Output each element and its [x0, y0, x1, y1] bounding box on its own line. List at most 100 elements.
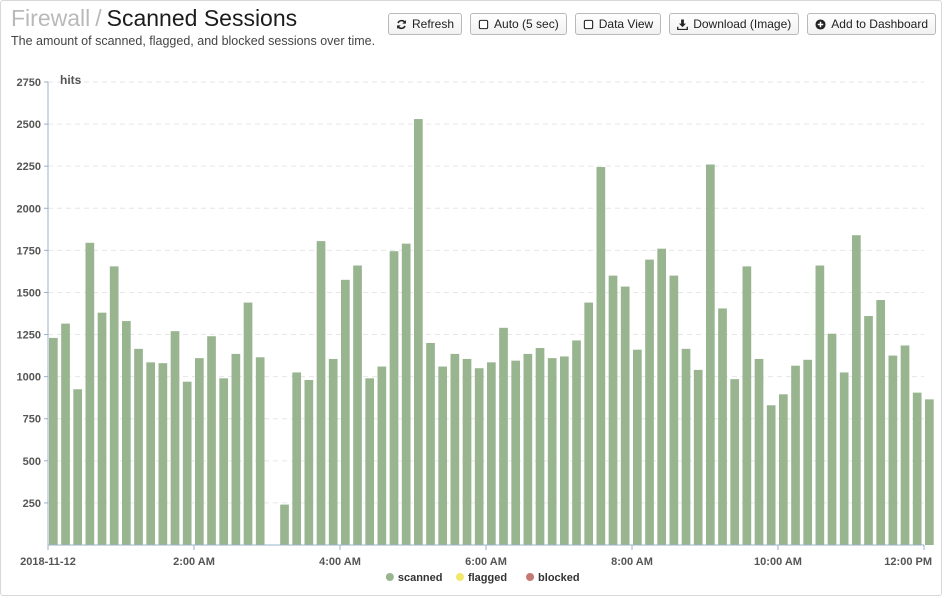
- download-label: Download (Image): [693, 17, 792, 31]
- bar-scanned: [353, 265, 362, 545]
- bar-scanned: [109, 266, 119, 545]
- breadcrumb-current: Scanned Sessions: [106, 5, 298, 31]
- auto-refresh-button[interactable]: Auto (5 sec): [470, 13, 567, 35]
- legend-label-blocked: blocked: [538, 572, 580, 584]
- bar-scanned: [693, 369, 703, 545]
- y-tick-label: 750: [23, 414, 41, 426]
- grid-lines: [48, 81, 924, 504]
- bar-scanned: [426, 342, 435, 545]
- bar-scanned: [73, 389, 83, 545]
- y-tick-label: 2750: [17, 77, 41, 89]
- y-tick-label: 1500: [17, 287, 41, 299]
- legend-label-flagged: flagged: [468, 572, 507, 584]
- toolbar: Refresh Auto (5 sec) Data View Download …: [388, 13, 936, 35]
- bar-scanned: [365, 378, 375, 545]
- bar-scanned: [669, 275, 679, 545]
- y-tick-label: 2250: [17, 161, 41, 173]
- y-tick-label: 1750: [17, 245, 41, 257]
- legend-swatch-blocked: [526, 573, 535, 581]
- bar-scanned: [827, 333, 837, 545]
- bar-scanned: [511, 360, 521, 545]
- bar-scanned: [49, 337, 58, 545]
- legend-swatch-flagged: [455, 573, 464, 581]
- bar-scanned: [487, 362, 496, 545]
- bar-scanned: [535, 348, 545, 545]
- bar-scanned: [779, 394, 788, 545]
- refresh-label: Refresh: [412, 17, 455, 31]
- bar-scanned: [182, 381, 192, 545]
- y-tick-label: 500: [23, 456, 41, 468]
- bars: [49, 119, 934, 546]
- download-icon: [677, 18, 689, 30]
- x-tick-label: 4:00 AM: [319, 556, 361, 568]
- bar-scanned: [414, 119, 423, 545]
- bar-scanned: [438, 366, 448, 545]
- download-image-button[interactable]: Download (Image): [669, 13, 800, 35]
- bar-scanned: [706, 164, 715, 545]
- data-view-label: Data View: [598, 17, 654, 31]
- y-tick-label: 1250: [17, 330, 41, 342]
- axes: 250 500 750 1000 1250 1500 1750 2000 2250 2500 275…: [17, 77, 932, 568]
- bar-scanned: [341, 279, 350, 545]
- x-tick-label: 12:00 PM: [884, 556, 932, 568]
- bar-scanned: [316, 241, 326, 545]
- bar-scanned: [839, 372, 849, 545]
- bar-scanned: [657, 248, 667, 545]
- x-tick-label: 2:00 AM: [173, 556, 215, 568]
- add-to-dashboard-button[interactable]: Add to Dashboard: [807, 13, 936, 35]
- bar-scanned: [547, 358, 557, 545]
- auto-refresh-label: Auto (5 sec): [494, 17, 559, 31]
- bar-scanned: [207, 336, 216, 545]
- x-tick-label: 2018-11-12: [20, 556, 76, 568]
- bar-scanned: [852, 235, 861, 545]
- plus-circle-icon: [815, 18, 826, 30]
- bar-scanned: [791, 365, 800, 545]
- checkbox-icon: [583, 19, 594, 30]
- breadcrumb-separator: /: [95, 5, 102, 31]
- add-to-dashboard-label: Add to Dashboard: [831, 17, 928, 31]
- bar-scanned: [134, 348, 143, 545]
- page-subtitle: The amount of scanned, flagged, and bloc…: [11, 34, 376, 48]
- bar-scanned: [560, 356, 569, 545]
- bar-scanned: [523, 353, 533, 545]
- refresh-button[interactable]: Refresh: [388, 13, 463, 35]
- legend-label-scanned: scanned: [398, 572, 443, 584]
- bar-scanned: [146, 362, 156, 545]
- page-title: Firewall / Scanned Sessions: [11, 4, 375, 32]
- y-tick-label: 1000: [17, 372, 41, 384]
- panel-header: Firewall / Scanned Sessions The amount of …: [11, 4, 375, 48]
- bar-scanned: [718, 308, 727, 545]
- bar-scanned: [912, 392, 922, 545]
- bar-scanned: [170, 331, 180, 545]
- data-view-button[interactable]: Data View: [574, 13, 662, 35]
- bar-scanned: [255, 357, 265, 545]
- bar-scanned: [754, 358, 764, 545]
- bar-scanned: [888, 355, 898, 545]
- bar-scanned: [280, 504, 289, 545]
- bar-scanned: [462, 358, 472, 545]
- x-tick-label: 8:00 AM: [611, 556, 653, 568]
- y-tick-label: 250: [23, 498, 41, 510]
- bar-scanned: [243, 302, 253, 545]
- bar-scanned: [925, 399, 934, 545]
- legend-swatch-scanned: [385, 573, 394, 581]
- bar-scanned: [450, 353, 460, 545]
- refresh-icon: [396, 19, 407, 30]
- bar-scanned: [633, 349, 642, 545]
- legend: scanned flagged blocked: [385, 572, 580, 584]
- bar-scanned: [608, 275, 618, 545]
- bar-scanned: [499, 327, 508, 545]
- bar-scanned: [730, 379, 740, 545]
- bar-scanned: [766, 405, 776, 545]
- bar-scanned: [304, 380, 314, 545]
- bar-scanned: [158, 363, 168, 545]
- bar-scanned: [681, 348, 691, 545]
- breadcrumb-firewall[interactable]: Firewall: [11, 5, 91, 31]
- bar-scanned: [231, 353, 241, 545]
- x-tick-label: 6:00 AM: [465, 556, 507, 568]
- bar-scanned: [401, 243, 411, 545]
- bar-scanned: [219, 378, 229, 545]
- bar-scanned: [195, 358, 204, 545]
